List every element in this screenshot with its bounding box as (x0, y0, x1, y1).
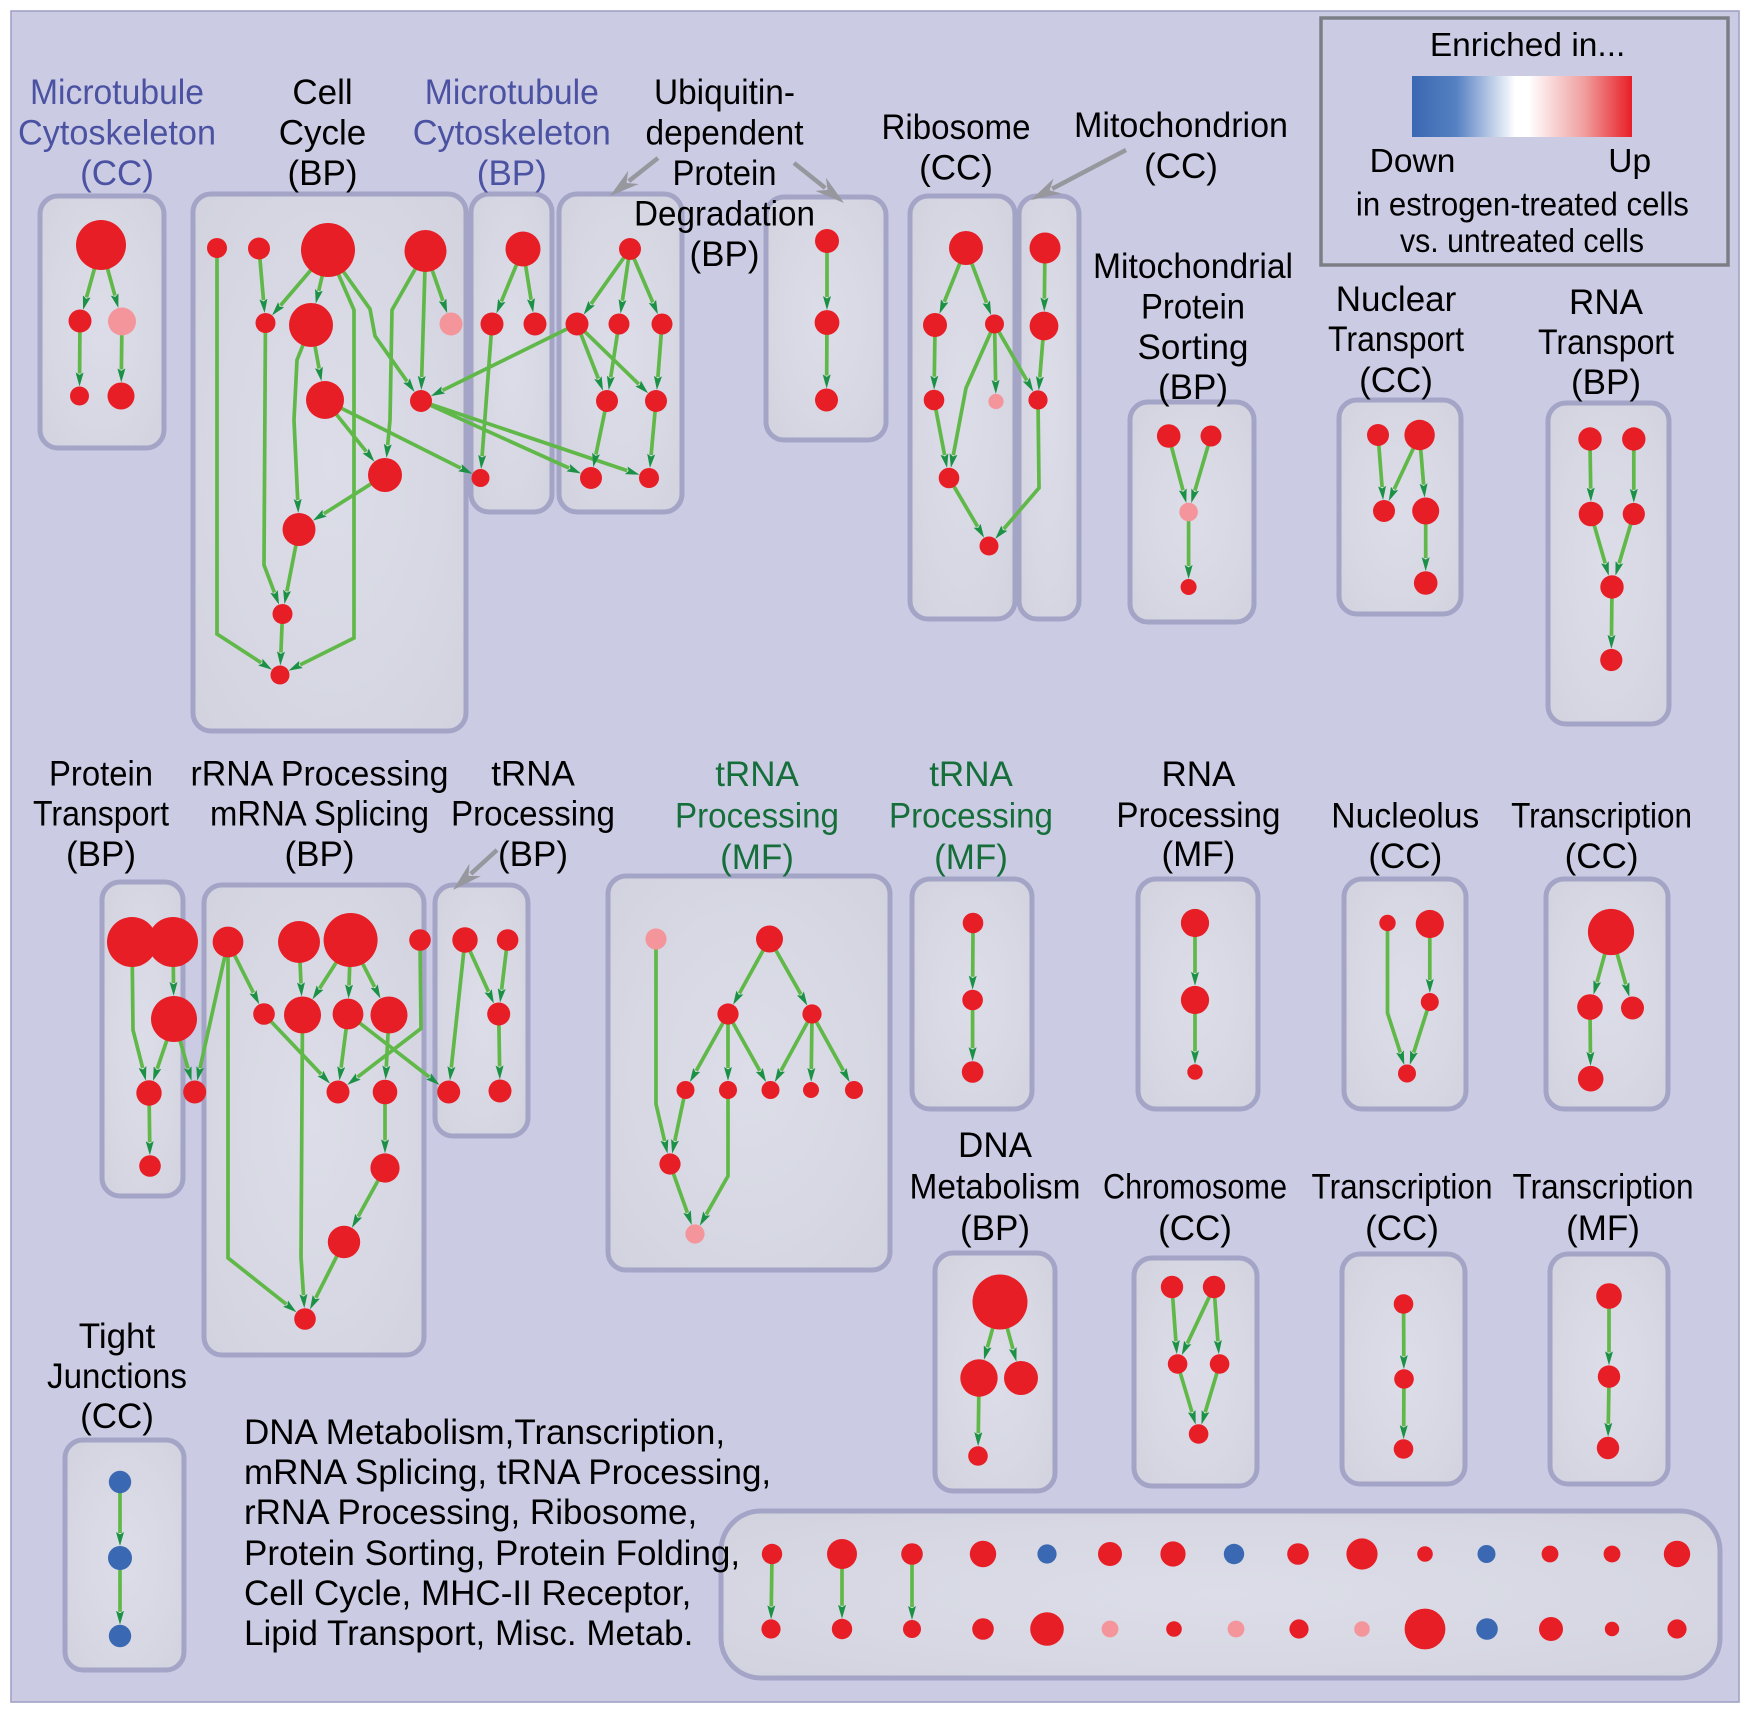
svg-text:Transport: Transport (1538, 323, 1674, 362)
svg-text:Lipid Transport, Misc. Metab.: Lipid Transport, Misc. Metab. (244, 1614, 693, 1653)
svg-text:mRNA Splicing: mRNA Splicing (210, 795, 429, 834)
svg-text:Ubiquitin-: Ubiquitin- (654, 73, 795, 112)
svg-text:(CC): (CC) (1144, 147, 1218, 186)
svg-text:Cycle: Cycle (279, 114, 367, 153)
svg-text:Processing: Processing (889, 797, 1053, 836)
svg-text:(MF): (MF) (720, 838, 794, 877)
svg-text:tRNA: tRNA (491, 755, 575, 794)
svg-text:Protein: Protein (49, 755, 153, 794)
svg-text:(BP): (BP) (690, 235, 760, 274)
svg-text:mRNA Splicing, tRNA Processing: mRNA Splicing, tRNA Processing, (244, 1453, 771, 1492)
svg-text:Ribosome: Ribosome (882, 108, 1031, 147)
svg-text:(BP): (BP) (498, 835, 568, 874)
svg-text:(BP): (BP) (960, 1209, 1030, 1248)
svg-text:rRNA Processing: rRNA Processing (191, 755, 449, 794)
svg-text:Cytoskeleton: Cytoskeleton (18, 114, 216, 153)
svg-text:Transport: Transport (1328, 320, 1464, 359)
svg-text:rRNA Processing, Ribosome,: rRNA Processing, Ribosome, (244, 1493, 697, 1532)
svg-text:Transport: Transport (33, 795, 169, 834)
svg-text:Mitochondrion: Mitochondrion (1074, 106, 1288, 145)
svg-text:(BP): (BP) (288, 154, 358, 193)
svg-text:Processing: Processing (1116, 796, 1280, 835)
svg-text:dependent: dependent (646, 114, 804, 153)
svg-text:RNA: RNA (1161, 755, 1236, 794)
svg-text:Transcription: Transcription (1511, 797, 1692, 836)
svg-text:(MF): (MF) (1566, 1209, 1640, 1248)
svg-text:RNA: RNA (1569, 283, 1644, 322)
svg-text:(CC): (CC) (1158, 1209, 1232, 1248)
svg-text:Tight: Tight (79, 1317, 156, 1356)
svg-text:in estrogen-treated cells: in estrogen-treated cells (1356, 187, 1689, 224)
svg-text:Processing: Processing (675, 797, 839, 836)
svg-text:(CC): (CC) (1368, 837, 1442, 876)
svg-text:Microtubule: Microtubule (425, 73, 599, 112)
svg-text:Cell Cycle, MHC-II Receptor,: Cell Cycle, MHC-II Receptor, (244, 1574, 691, 1613)
svg-text:Nucleolus: Nucleolus (1331, 797, 1479, 836)
svg-text:Transcription: Transcription (1312, 1168, 1493, 1207)
svg-text:vs. untreated cells: vs. untreated cells (1400, 223, 1644, 260)
svg-text:Mitochondrial: Mitochondrial (1093, 247, 1293, 286)
svg-text:Metabolism: Metabolism (910, 1168, 1081, 1207)
svg-text:tRNA: tRNA (929, 755, 1013, 794)
svg-text:Chromosome: Chromosome (1103, 1168, 1287, 1207)
svg-text:(BP): (BP) (477, 154, 547, 193)
svg-text:Cytoskeleton: Cytoskeleton (413, 114, 611, 153)
svg-text:Protein: Protein (1141, 288, 1245, 327)
svg-text:Protein Sorting, Protein Foldi: Protein Sorting, Protein Folding, (244, 1534, 740, 1573)
svg-text:DNA: DNA (958, 1126, 1033, 1165)
svg-text:(CC): (CC) (1565, 837, 1639, 876)
svg-text:(CC): (CC) (919, 149, 993, 188)
svg-text:Microtubule: Microtubule (30, 73, 204, 112)
svg-text:(CC): (CC) (1365, 1209, 1439, 1248)
svg-text:Transcription: Transcription (1513, 1168, 1694, 1207)
svg-text:(BP): (BP) (285, 835, 355, 874)
svg-text:Sorting: Sorting (1138, 328, 1249, 367)
svg-text:Protein: Protein (673, 154, 777, 193)
svg-text:(CC): (CC) (80, 1397, 154, 1436)
svg-text:(BP): (BP) (66, 835, 136, 874)
svg-text:(BP): (BP) (1158, 368, 1228, 407)
svg-text:Down: Down (1370, 143, 1456, 180)
svg-text:Up: Up (1608, 143, 1651, 180)
svg-text:DNA Metabolism,Transcription,: DNA Metabolism,Transcription, (244, 1413, 725, 1452)
svg-text:Cell: Cell (292, 73, 352, 112)
svg-text:(CC): (CC) (80, 154, 154, 193)
svg-text:(BP): (BP) (1571, 363, 1641, 402)
svg-text:Processing: Processing (451, 795, 615, 834)
svg-text:Enriched in...: Enriched in... (1430, 27, 1626, 64)
svg-text:Degradation: Degradation (634, 195, 815, 234)
svg-text:Nuclear: Nuclear (1336, 280, 1457, 319)
svg-text:Junctions: Junctions (47, 1357, 187, 1396)
svg-text:(CC): (CC) (1359, 361, 1433, 400)
svg-text:(MF): (MF) (1161, 835, 1235, 874)
svg-text:tRNA: tRNA (715, 755, 799, 794)
svg-text:(MF): (MF) (934, 838, 1008, 877)
